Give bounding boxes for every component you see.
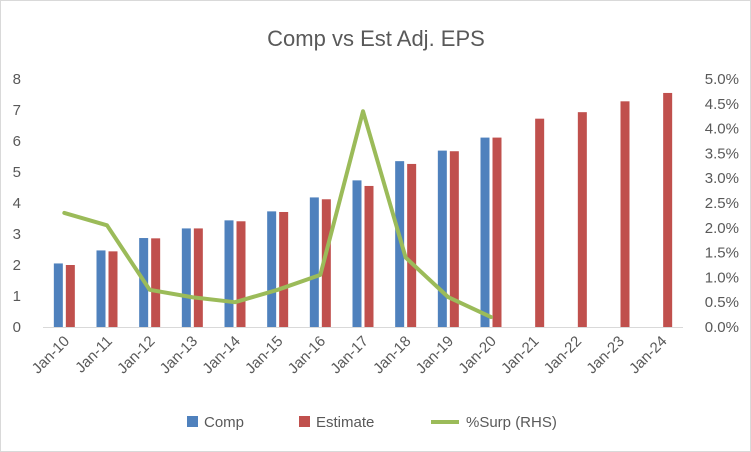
x-tick-label: Jan-11 [72,333,116,377]
right-tick-label: 3.5% [705,145,739,162]
comp-bar [181,228,191,327]
estimate-bar [279,211,289,327]
bars-group [53,92,673,328]
left-tick-label: 6 [13,133,21,150]
right-tick-label: 1.5% [705,245,739,262]
left-tick-label: 1 [13,288,21,305]
comp-bar [352,180,362,327]
legend-label: Estimate [316,414,374,431]
estimate-bar [663,92,673,327]
chart-title: Comp vs Est Adj. EPS [267,26,485,51]
x-tick-label: Jan-22 [541,333,585,377]
right-tick-label: 4.0% [705,121,739,138]
left-tick-label: 2 [13,257,21,274]
x-tick-label: Jan-14 [199,333,243,377]
x-tick-label: Jan-19 [413,333,457,377]
comp-bar [480,137,490,327]
right-axis: 0.0% 0.5% 1.0% 1.5% 2.0% 2.5% 3.0% 3.5% 4.0% 4.5%… [705,71,739,336]
legend-swatch [299,416,310,427]
line-series-group [62,109,493,320]
comp-bar [309,197,319,327]
right-tick-label: 5.0% [705,71,739,88]
estimate-bar [65,265,75,327]
comp-bar [224,220,234,327]
left-axis: 0 1 2 3 4 5 6 7 8 [13,71,21,336]
estimate-bar [193,228,203,327]
left-tick-label: 8 [13,71,21,88]
estimate-bar [108,251,118,327]
estimate-bar [620,101,630,327]
comp-bar [53,263,63,327]
legend-label: %Surp (RHS) [466,414,557,431]
x-tick-label: Jan-23 [583,333,627,377]
left-tick-label: 0 [13,319,21,336]
right-tick-label: 2.5% [705,195,739,212]
x-tick-label: Jan-21 [498,333,542,377]
x-tick-label: Jan-16 [285,333,329,377]
right-tick-label: 2.0% [705,220,739,237]
x-tick-label: Jan-24 [626,333,670,377]
right-tick-label: 3.0% [705,170,739,187]
x-tick-label: Jan-10 [29,333,73,377]
x-tick-label: Jan-12 [114,333,158,377]
legend: Comp Estimate %Surp (RHS) [187,414,557,431]
right-tick-label: 0.0% [705,319,739,336]
legend-label: Comp [204,414,244,431]
right-tick-label: 1.0% [705,269,739,286]
right-tick-label: 0.5% [705,294,739,311]
left-tick-label: 4 [13,195,21,212]
x-tick-label: Jan-20 [455,333,499,377]
comp-bar [437,150,447,327]
estimate-bar [535,118,545,328]
x-tick-label: Jan-17 [327,333,371,377]
x-axis: Jan-10Jan-11Jan-12Jan-13Jan-14Jan-15Jan-… [29,333,671,377]
surprise-line [62,109,493,320]
estimate-bar [364,185,374,327]
comp-bar [96,250,106,327]
estimate-bar [236,221,246,327]
estimate-bar [492,137,502,327]
estimate-bar [407,163,417,327]
left-tick-label: 7 [13,102,21,119]
estimate-bar [449,151,459,327]
left-tick-label: 5 [13,164,21,181]
estimate-bar [577,112,587,327]
legend-swatch [187,416,198,427]
x-tick-label: Jan-15 [242,333,286,377]
right-tick-label: 4.5% [705,96,739,113]
x-tick-label: Jan-18 [370,333,414,377]
estimate-bar [321,199,331,327]
estimate-bar [151,238,161,327]
x-tick-label: Jan-13 [157,333,201,377]
left-tick-label: 3 [13,226,21,243]
comp-bar [267,211,277,327]
